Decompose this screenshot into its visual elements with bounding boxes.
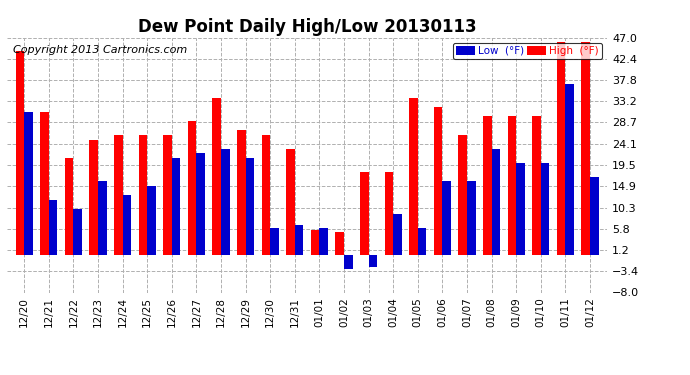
Bar [532, 116, 541, 255]
Bar [508, 116, 516, 255]
Bar [114, 135, 123, 255]
Bar [139, 135, 147, 255]
Title: Dew Point Daily High/Low 20130113: Dew Point Daily High/Low 20130113 [138, 18, 476, 36]
Bar [262, 135, 270, 255]
Bar [360, 172, 368, 255]
Text: Copyright 2013 Cartronics.com: Copyright 2013 Cartronics.com [13, 45, 187, 55]
Bar [590, 177, 599, 255]
Bar [15, 51, 24, 255]
Bar [286, 149, 295, 255]
Bar [541, 163, 549, 255]
Bar [24, 112, 32, 255]
Bar [409, 98, 417, 255]
Bar [483, 116, 491, 255]
Bar [65, 158, 73, 255]
Bar [491, 149, 500, 255]
Bar [417, 228, 426, 255]
Bar [295, 225, 304, 255]
Bar [221, 149, 230, 255]
Bar [213, 98, 221, 255]
Bar [163, 135, 172, 255]
Bar [344, 255, 353, 269]
Bar [557, 42, 565, 255]
Bar [467, 181, 475, 255]
Bar [310, 230, 319, 255]
Bar [384, 172, 393, 255]
Bar [319, 228, 328, 255]
Bar [89, 140, 98, 255]
Bar [582, 42, 590, 255]
Bar [565, 84, 574, 255]
Bar [98, 181, 106, 255]
Bar [40, 112, 49, 255]
Bar [237, 130, 246, 255]
Bar [188, 121, 197, 255]
Bar [434, 107, 442, 255]
Bar [147, 186, 156, 255]
Bar [368, 255, 377, 267]
Bar [172, 158, 180, 255]
Bar [49, 200, 57, 255]
Bar [197, 153, 205, 255]
Bar [335, 232, 344, 255]
Legend: Low  (°F), High  (°F): Low (°F), High (°F) [453, 43, 602, 59]
Bar [442, 181, 451, 255]
Bar [393, 214, 402, 255]
Bar [73, 209, 82, 255]
Bar [516, 163, 525, 255]
Bar [270, 228, 279, 255]
Bar [458, 135, 467, 255]
Bar [246, 158, 254, 255]
Bar [123, 195, 131, 255]
